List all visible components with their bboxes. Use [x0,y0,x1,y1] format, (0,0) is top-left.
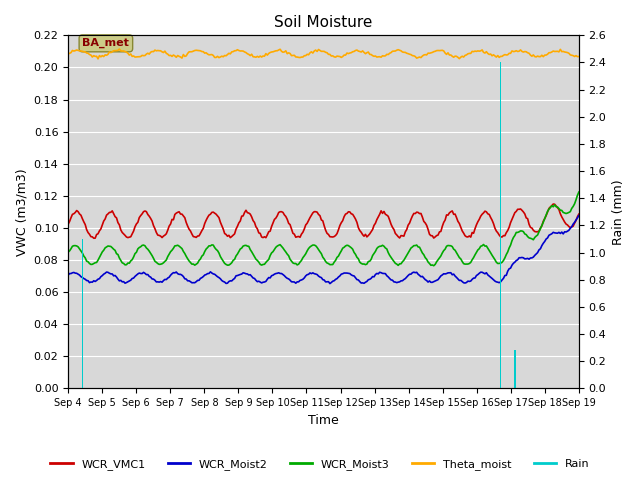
Bar [82,239,83,388]
Title: Soil Moisture: Soil Moisture [275,15,372,30]
Bar [514,350,516,388]
Bar [500,62,501,388]
Y-axis label: VWC (m3/m3): VWC (m3/m3) [15,168,28,256]
Text: BA_met: BA_met [83,38,129,48]
Y-axis label: Rain (mm): Rain (mm) [612,179,625,245]
X-axis label: Time: Time [308,414,339,427]
Legend: WCR_VMC1, WCR_Moist2, WCR_Moist3, Theta_moist, Rain: WCR_VMC1, WCR_Moist2, WCR_Moist3, Theta_… [46,455,594,474]
